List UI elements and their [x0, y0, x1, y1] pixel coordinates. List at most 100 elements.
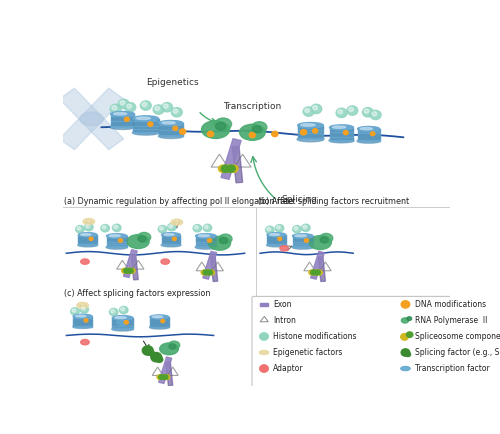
Circle shape	[128, 268, 133, 273]
Circle shape	[338, 110, 342, 114]
Circle shape	[303, 225, 306, 229]
Ellipse shape	[78, 243, 98, 247]
Circle shape	[110, 309, 118, 316]
Bar	[78, 239, 97, 240]
Circle shape	[180, 129, 186, 134]
Circle shape	[302, 224, 310, 231]
Bar	[133, 129, 158, 131]
Circle shape	[120, 101, 125, 105]
Bar	[133, 118, 158, 133]
Bar	[292, 236, 313, 247]
Circle shape	[72, 309, 76, 312]
Ellipse shape	[220, 237, 228, 243]
Bar	[358, 138, 380, 139]
Circle shape	[168, 224, 176, 231]
Bar	[232, 146, 242, 183]
Ellipse shape	[292, 245, 314, 249]
Circle shape	[312, 270, 318, 275]
Ellipse shape	[198, 235, 209, 237]
Bar	[150, 323, 169, 324]
Ellipse shape	[295, 235, 306, 237]
Bar	[318, 256, 326, 282]
Circle shape	[112, 224, 121, 231]
Bar	[298, 126, 324, 127]
Circle shape	[227, 165, 235, 172]
Ellipse shape	[112, 327, 134, 331]
Bar	[110, 114, 134, 127]
Bar	[110, 124, 134, 125]
Circle shape	[124, 268, 130, 273]
Circle shape	[142, 102, 147, 106]
Ellipse shape	[76, 315, 86, 317]
Bar	[106, 236, 127, 237]
Ellipse shape	[169, 344, 176, 349]
Ellipse shape	[161, 259, 170, 264]
Circle shape	[148, 122, 153, 126]
Circle shape	[208, 239, 212, 242]
Circle shape	[114, 225, 117, 229]
Circle shape	[218, 165, 227, 172]
Ellipse shape	[298, 122, 324, 128]
Ellipse shape	[78, 233, 97, 237]
Bar	[78, 237, 97, 238]
Bar	[358, 129, 380, 130]
Ellipse shape	[161, 243, 181, 247]
Circle shape	[204, 225, 208, 229]
Circle shape	[101, 224, 110, 232]
Bar	[267, 237, 286, 238]
Ellipse shape	[106, 234, 127, 238]
Bar	[298, 125, 324, 139]
Circle shape	[125, 102, 136, 112]
Bar	[106, 236, 127, 247]
Circle shape	[309, 270, 314, 275]
Circle shape	[292, 226, 301, 233]
Ellipse shape	[357, 139, 380, 143]
Bar	[133, 127, 158, 128]
Bar	[162, 235, 180, 236]
Ellipse shape	[132, 130, 159, 135]
Bar	[112, 322, 133, 323]
Ellipse shape	[150, 326, 169, 329]
FancyBboxPatch shape	[252, 296, 500, 389]
Ellipse shape	[330, 125, 353, 130]
Circle shape	[209, 270, 214, 275]
Ellipse shape	[77, 302, 88, 309]
Circle shape	[155, 106, 160, 111]
Bar	[150, 325, 169, 326]
Polygon shape	[60, 88, 124, 150]
Bar	[260, 303, 268, 306]
Ellipse shape	[152, 316, 162, 318]
Circle shape	[84, 319, 88, 322]
Circle shape	[89, 237, 93, 240]
Bar	[133, 122, 158, 123]
Ellipse shape	[270, 233, 280, 236]
Ellipse shape	[332, 126, 345, 128]
Bar	[112, 318, 133, 319]
Ellipse shape	[402, 318, 408, 323]
Bar	[292, 238, 313, 239]
Circle shape	[250, 132, 256, 138]
Ellipse shape	[219, 234, 232, 243]
Ellipse shape	[133, 116, 158, 122]
Circle shape	[126, 268, 132, 273]
Bar	[78, 241, 97, 242]
Bar	[292, 236, 313, 237]
Circle shape	[401, 349, 409, 356]
Bar	[106, 238, 127, 239]
Circle shape	[157, 375, 162, 379]
Text: (b) Affect splicing factors recruitment: (b) Affect splicing factors recruitment	[258, 197, 410, 207]
Ellipse shape	[150, 315, 169, 319]
Bar	[124, 250, 137, 277]
Ellipse shape	[195, 245, 216, 249]
Circle shape	[173, 109, 178, 113]
Circle shape	[158, 226, 166, 233]
Bar	[292, 245, 313, 246]
Circle shape	[140, 101, 151, 110]
Ellipse shape	[240, 124, 265, 140]
Bar	[74, 316, 92, 317]
Ellipse shape	[208, 236, 231, 250]
Ellipse shape	[301, 124, 315, 126]
Ellipse shape	[83, 218, 94, 224]
Text: Exon: Exon	[273, 300, 291, 309]
Text: (a) Dynamic regulation by affecting pol II elongation rate: (a) Dynamic regulation by affecting pol …	[64, 197, 294, 207]
